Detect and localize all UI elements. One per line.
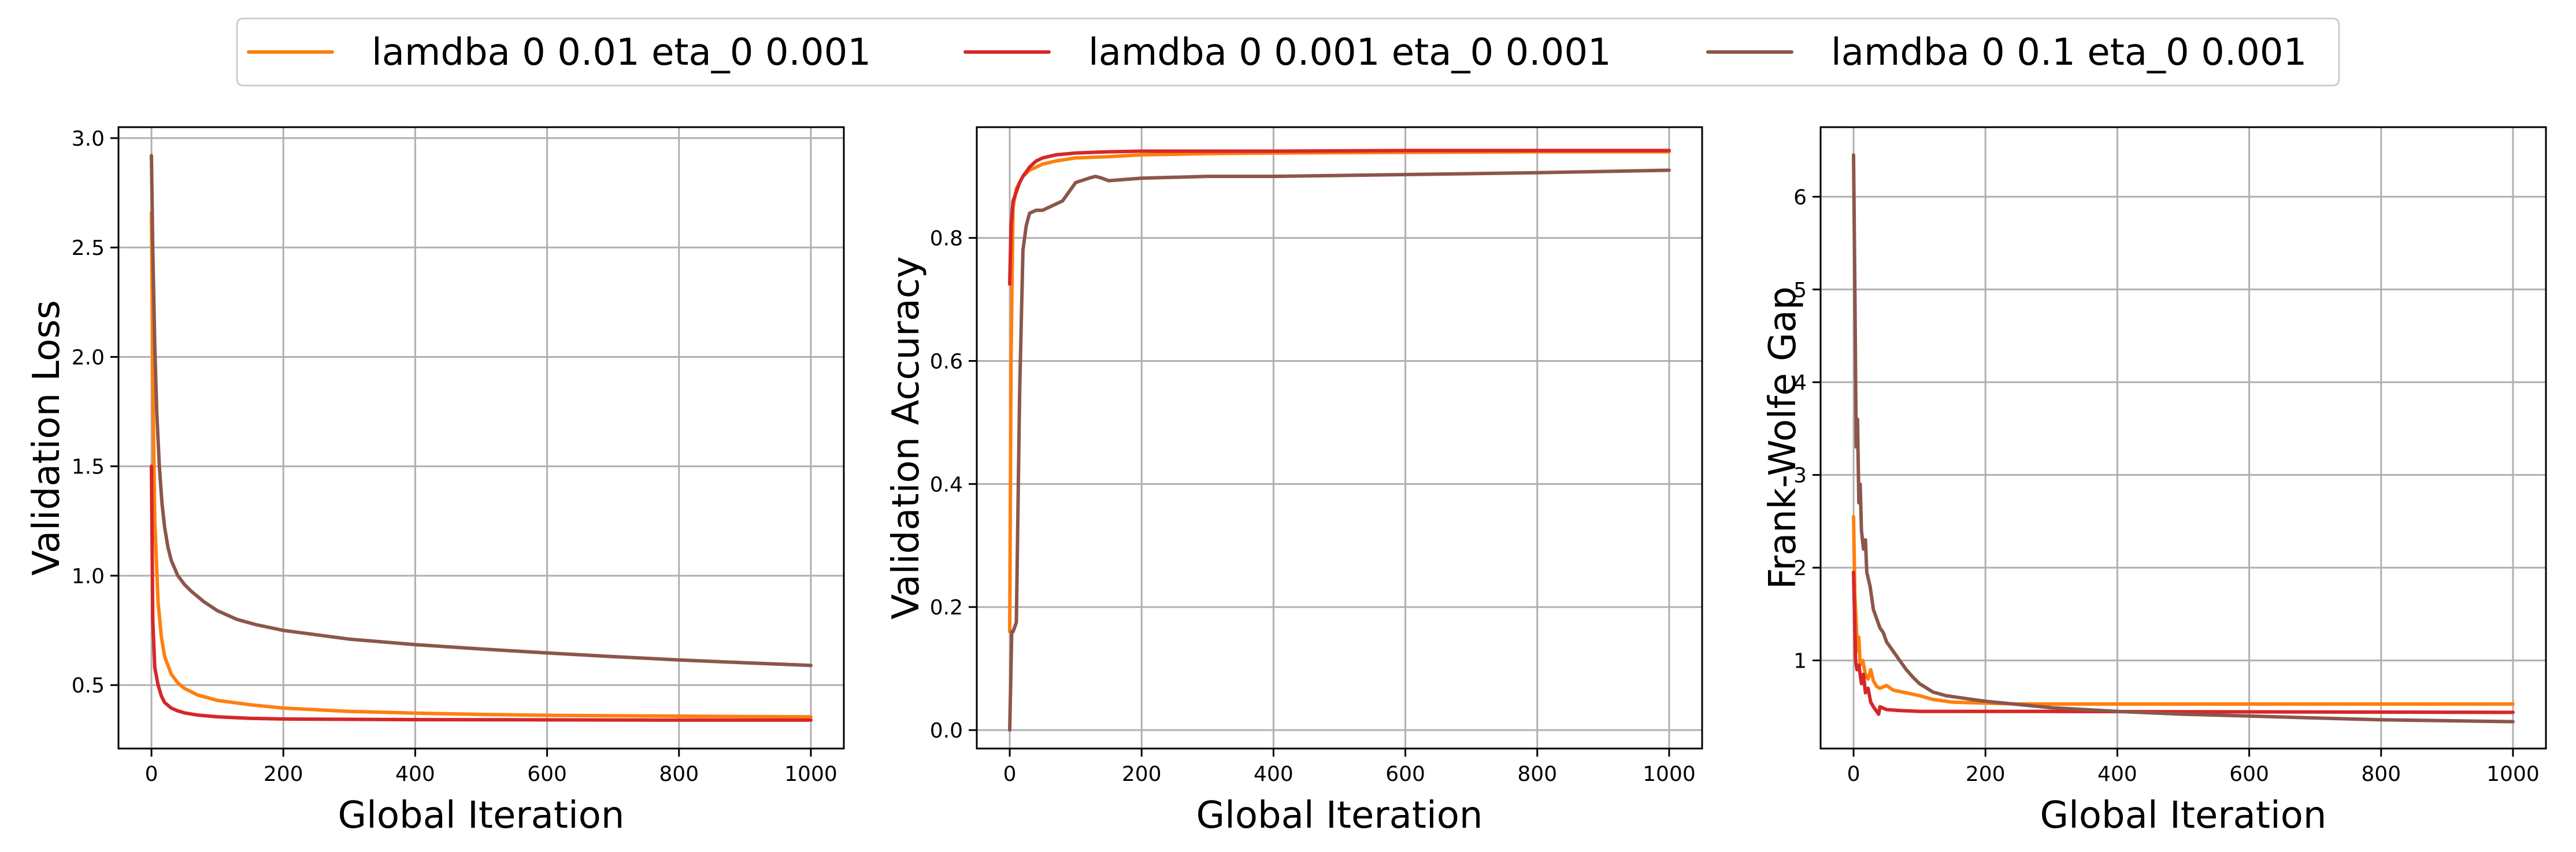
- x-tick-label: 400: [1254, 762, 1293, 786]
- legend-label-lambda-0-1: lamdba 0 0.1 eta_0 0.001: [1831, 31, 2307, 74]
- x-tick-label: 400: [2097, 762, 2137, 786]
- series-line-0: [1852, 514, 2515, 706]
- x-tick-label: 200: [264, 762, 303, 786]
- frank-wolfe-gap-y-label: Frank-Wolfe Gap: [1762, 287, 1804, 590]
- x-tick-label: 1000: [2486, 762, 2540, 786]
- series-line-2: [1852, 153, 2515, 724]
- x-tick-label: 600: [1385, 762, 1425, 786]
- series-line-1: [1852, 571, 2515, 716]
- x-tick-label: 1000: [1643, 762, 1696, 786]
- series-line-2: [150, 154, 813, 668]
- x-tick-label: 800: [2361, 762, 2401, 786]
- x-tick-label: 1000: [784, 762, 837, 786]
- y-tick-label: 4: [1793, 371, 1807, 395]
- frank-wolfe-gap-series: [1852, 153, 2515, 724]
- legend: lamdba 0 0.01 eta_0 0.001 lamdba 0 0.001…: [236, 17, 2340, 87]
- y-tick-label: 0.0: [930, 719, 963, 743]
- x-tick-label: 200: [1122, 762, 1162, 786]
- y-tick-label: 6: [1793, 186, 1807, 209]
- series-line-1: [150, 464, 813, 722]
- x-tick-label: 0: [1003, 762, 1017, 786]
- frank-wolfe-gap-frame: [1819, 126, 2547, 750]
- y-tick-label: 5: [1793, 279, 1807, 302]
- validation-loss-grid: [118, 127, 844, 749]
- frank-wolfe-gap-ticks: 0 200 400 600 800 1000 1 2 3 4 5 6: [1793, 186, 2540, 786]
- x-tick-label: 800: [1517, 762, 1557, 786]
- validation-loss-chart: 0 200 400 600 800 1000 0.5 1.0 1.5 2.0 2.5 3.0 Glob…: [25, 126, 845, 837]
- y-tick-label: 0.4: [930, 473, 963, 497]
- legend-frame: [236, 17, 2340, 87]
- series-line-0: [150, 210, 813, 719]
- series-line-2: [1008, 168, 1671, 732]
- x-tick-label: 800: [659, 762, 699, 786]
- y-tick-label: 0.6: [930, 350, 963, 373]
- validation-accuracy-x-label: Global Iteration: [1196, 794, 1483, 837]
- frank-wolfe-gap-chart: 0 200 400 600 800 1000 1 2 3 4 5 6 Global Iteration…: [1762, 126, 2547, 837]
- x-tick-label: 600: [527, 762, 567, 786]
- y-tick-label: 2.5: [72, 236, 105, 260]
- y-tick-label: 2.0: [72, 346, 105, 369]
- x-tick-label: 0: [145, 762, 158, 786]
- frank-wolfe-gap-x-label: Global Iteration: [2040, 794, 2327, 837]
- validation-accuracy-frame: [976, 126, 1703, 750]
- validation-accuracy-ticks: 0 200 400 600 800 1000 0.0 0.2 0.4 0.6 0.8: [930, 227, 1696, 786]
- y-tick-label: 2: [1793, 557, 1807, 580]
- y-tick-label: 3.0: [72, 127, 105, 151]
- y-tick-label: 1.5: [72, 455, 105, 479]
- validation-loss-series: [150, 154, 813, 722]
- y-tick-label: 0.8: [930, 227, 963, 251]
- series-line-1: [1008, 149, 1671, 286]
- x-tick-label: 0: [1847, 762, 1860, 786]
- validation-accuracy-series: [1008, 149, 1671, 732]
- validation-loss-ticks: 0 200 400 600 800 1000 0.5 1.0 1.5 2.0 2.5 3.0: [72, 127, 837, 786]
- y-tick-label: 3: [1793, 464, 1807, 488]
- validation-accuracy-grid: [977, 127, 1702, 749]
- legend-label-lambda-0-001: lamdba 0 0.001 eta_0 0.001: [1088, 31, 1611, 74]
- validation-loss-y-label: Validation Loss: [25, 300, 68, 576]
- y-tick-label: 0.2: [930, 596, 963, 620]
- validation-accuracy-y-label: Validation Accuracy: [885, 256, 928, 620]
- y-tick-label: 0.5: [72, 674, 105, 698]
- validation-loss-x-label: Global Iteration: [338, 794, 625, 837]
- y-tick-label: 1: [1793, 650, 1807, 673]
- validation-loss-frame: [117, 126, 845, 750]
- x-tick-label: 400: [395, 762, 435, 786]
- legend-label-lambda-0-01: lamdba 0 0.01 eta_0 0.001: [372, 31, 871, 74]
- y-tick-label: 1.0: [72, 565, 105, 588]
- x-tick-label: 600: [2229, 762, 2269, 786]
- validation-accuracy-chart: 0 200 400 600 800 1000 0.0 0.2 0.4 0.6 0.8 Global …: [885, 126, 1703, 837]
- x-tick-label: 200: [1966, 762, 2006, 786]
